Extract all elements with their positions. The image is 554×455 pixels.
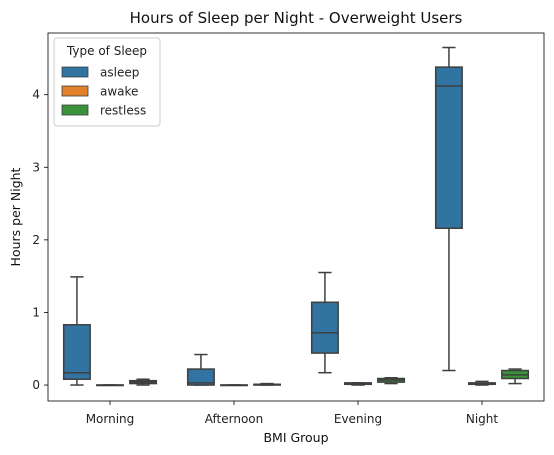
legend-swatch: [61, 66, 89, 78]
axes-frame: [47, 32, 545, 402]
box-restless-morning: [129, 378, 158, 386]
plot-area: [62, 46, 530, 387]
legend: Type of Sleep asleep awake restless: [53, 37, 161, 127]
legend-label: asleep: [100, 66, 139, 80]
legend-items: asleep awake restless: [61, 66, 146, 118]
x-tick-label: Morning: [86, 412, 135, 426]
box-restless-evening: [377, 377, 406, 385]
y-tick-label: 2: [32, 233, 40, 247]
box-awake-night: [468, 380, 496, 386]
legend-item-restless: restless: [61, 104, 146, 118]
x-tick-label: Evening: [334, 412, 382, 426]
y-tick-label: 0: [32, 378, 40, 392]
y-tick-label: 1: [32, 305, 40, 319]
box-iqr: [62, 324, 91, 380]
chart-title: Hours of Sleep per Night - Overweight Us…: [130, 9, 463, 27]
box-asleep-evening: [310, 271, 339, 374]
box-awake-afternoon: [220, 384, 248, 387]
legend-swatch: [61, 85, 89, 97]
box-iqr: [434, 66, 463, 230]
box-awake-evening: [344, 382, 372, 386]
legend-item-awake: awake: [61, 85, 138, 99]
box-iqr: [310, 301, 339, 354]
legend-label: restless: [100, 104, 146, 118]
y-axis-title: Hours per Night: [8, 167, 23, 266]
x-tick-label: Night: [466, 412, 499, 426]
box-restless-afternoon: [253, 382, 282, 386]
box-iqr: [186, 368, 215, 386]
box-awake-morning: [96, 384, 124, 387]
box-asleep-morning: [62, 276, 91, 386]
legend-swatch: [61, 104, 89, 116]
y-tick-label: 3: [32, 160, 40, 174]
legend-frame: [53, 37, 161, 127]
box-asleep-afternoon: [186, 353, 215, 386]
legend-item-asleep: asleep: [61, 66, 139, 80]
box-asleep-night: [434, 46, 463, 372]
legend-label: awake: [100, 85, 138, 99]
x-tick-label: Afternoon: [205, 412, 264, 426]
y-tick-label: 4: [32, 88, 40, 102]
legend-title: Type of Sleep: [66, 44, 147, 58]
x-axis: Morning Afternoon Evening Night: [86, 401, 499, 426]
box-restless-night: [501, 368, 530, 385]
y-axis: 0 1 2 3 4: [32, 88, 48, 392]
x-axis-title: BMI Group: [263, 430, 328, 445]
